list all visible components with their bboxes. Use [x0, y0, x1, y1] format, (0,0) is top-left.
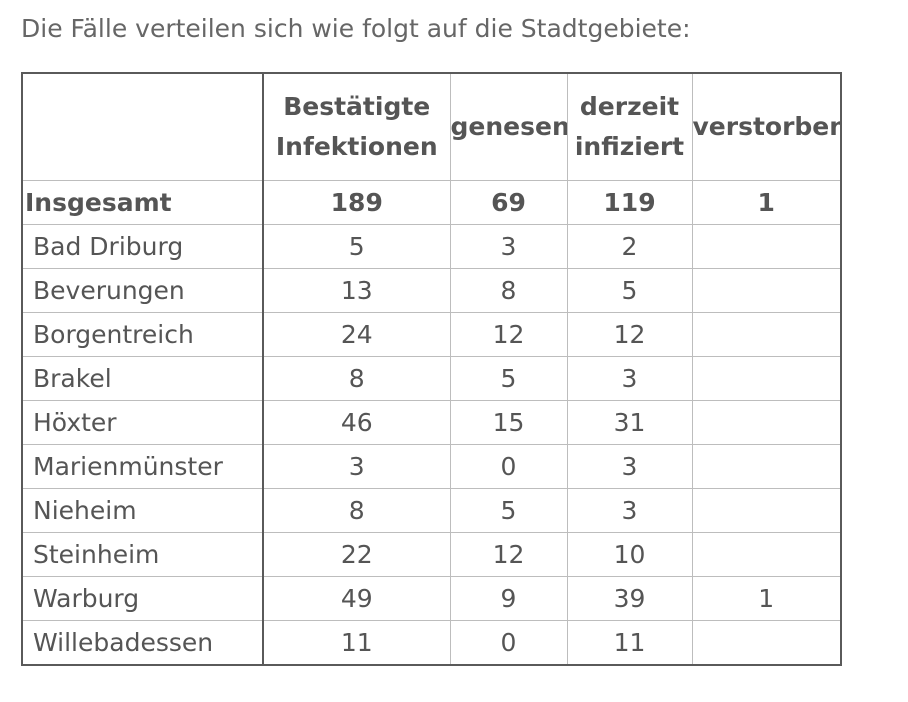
- cell-recovered: 0: [449, 620, 568, 666]
- cell-recovered: 9: [449, 576, 568, 621]
- cell-name: Steinheim: [21, 532, 264, 577]
- cell-infected: 10: [566, 532, 693, 577]
- cell-recovered: 5: [449, 356, 568, 401]
- cell-deceased: [691, 224, 842, 269]
- cell-deceased: 1: [691, 180, 842, 225]
- table-row: Höxter 46 15 31: [21, 400, 842, 445]
- header-confirmed-line-2: Infektionen: [275, 132, 438, 161]
- table-row: Brakel 8 5 3: [21, 356, 842, 401]
- cell-name: Insgesamt: [21, 180, 264, 225]
- cell-recovered: 15: [449, 400, 568, 445]
- header-row: Bestätigte Infektionen genesen derzeit i…: [21, 72, 842, 181]
- table-row: Steinheim 22 12 10: [21, 532, 842, 577]
- cell-confirmed: 46: [262, 400, 451, 445]
- cell-recovered: 0: [449, 444, 568, 489]
- cell-confirmed: 11: [262, 620, 451, 666]
- cell-deceased: [691, 532, 842, 577]
- cell-confirmed: 49: [262, 576, 451, 621]
- cell-infected: 12: [566, 312, 693, 357]
- header-deceased: verstorben: [691, 72, 842, 181]
- cell-recovered: 12: [449, 312, 568, 357]
- header-infected-line-2: infiziert: [574, 132, 685, 161]
- cell-confirmed: 189: [262, 180, 451, 225]
- cell-name: Brakel: [21, 356, 264, 401]
- cases-table: Bestätigte Infektionen genesen derzeit i…: [21, 72, 842, 666]
- cell-infected: 11: [566, 620, 693, 666]
- cell-confirmed: 3: [262, 444, 451, 489]
- cell-name: Beverungen: [21, 268, 264, 313]
- cell-recovered: 8: [449, 268, 568, 313]
- cell-infected: 3: [566, 488, 693, 533]
- cell-confirmed: 24: [262, 312, 451, 357]
- cell-infected: 2: [566, 224, 693, 269]
- header-corner: [21, 72, 264, 181]
- cell-recovered: 12: [449, 532, 568, 577]
- cell-deceased: [691, 620, 842, 666]
- cell-deceased: 1: [691, 576, 842, 621]
- cell-deceased: [691, 268, 842, 313]
- cell-deceased: [691, 400, 842, 445]
- cell-infected: 31: [566, 400, 693, 445]
- cell-recovered: 69: [449, 180, 568, 225]
- cell-confirmed: 8: [262, 488, 451, 533]
- table-row: Bad Driburg 5 3 2: [21, 224, 842, 269]
- header-confirmed: Bestätigte Infektionen: [262, 72, 451, 181]
- cell-name: Willebadessen: [21, 620, 264, 666]
- table-row-total: Insgesamt 189 69 119 1: [21, 180, 842, 225]
- table-row: Marienmünster 3 0 3: [21, 444, 842, 489]
- table-row: Borgentreich 24 12 12: [21, 312, 842, 357]
- cell-confirmed: 22: [262, 532, 451, 577]
- cell-deceased: [691, 356, 842, 401]
- cell-name: Borgentreich: [21, 312, 264, 357]
- cell-infected: 3: [566, 356, 693, 401]
- header-infected: derzeit infiziert: [566, 72, 693, 181]
- cell-name: Nieheim: [21, 488, 264, 533]
- header-deceased-line-1: verstorben: [692, 112, 841, 141]
- header-recovered: genesen: [449, 72, 568, 181]
- intro-text: Die Fälle verteilen sich wie folgt auf d…: [21, 14, 691, 43]
- cell-deceased: [691, 312, 842, 357]
- cell-infected: 39: [566, 576, 693, 621]
- cell-confirmed: 5: [262, 224, 451, 269]
- cell-deceased: [691, 488, 842, 533]
- cell-infected: 5: [566, 268, 693, 313]
- header-infected-line-1: derzeit: [579, 92, 680, 121]
- cell-name: Bad Driburg: [21, 224, 264, 269]
- header-recovered-line-1: genesen: [450, 112, 567, 141]
- cell-deceased: [691, 444, 842, 489]
- cell-confirmed: 13: [262, 268, 451, 313]
- table-row: Beverungen 13 8 5: [21, 268, 842, 313]
- table-row: Willebadessen 11 0 11: [21, 620, 842, 666]
- table-row: Nieheim 8 5 3: [21, 488, 842, 533]
- cell-recovered: 5: [449, 488, 568, 533]
- cell-name: Marienmünster: [21, 444, 264, 489]
- cell-confirmed: 8: [262, 356, 451, 401]
- cell-name: Warburg: [21, 576, 264, 621]
- cell-infected: 3: [566, 444, 693, 489]
- cell-recovered: 3: [449, 224, 568, 269]
- header-confirmed-line-1: Bestätigte: [283, 92, 431, 121]
- cell-name: Höxter: [21, 400, 264, 445]
- cell-infected: 119: [566, 180, 693, 225]
- table-row: Warburg 49 9 39 1: [21, 576, 842, 621]
